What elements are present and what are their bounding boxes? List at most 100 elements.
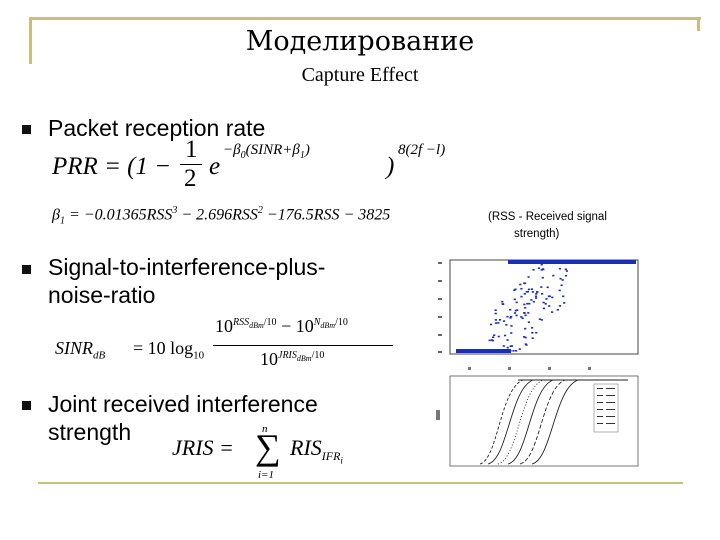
scatter-point bbox=[501, 300, 504, 303]
jris-term-sub: IFR bbox=[321, 449, 341, 464]
scatter-point bbox=[523, 282, 526, 284]
scatter-point bbox=[512, 350, 515, 352]
beta-lhs-sub: 1 bbox=[59, 215, 65, 227]
prr-exponent: −β0(SINR+β1) bbox=[223, 142, 310, 161]
jris-sum-bottom: i=1 bbox=[258, 469, 274, 481]
sinr-num-exp2-tail: /10 bbox=[335, 317, 348, 328]
scatter-point bbox=[527, 276, 530, 278]
scatter-point bbox=[544, 303, 547, 305]
scatter-point bbox=[520, 316, 523, 318]
sinr-num-exp1-tail: /10 bbox=[263, 317, 277, 328]
scatter-point bbox=[521, 317, 524, 320]
scatter-point bbox=[509, 317, 512, 319]
jris-sum-top: n bbox=[262, 423, 268, 435]
sinr-num-10b: − 10 bbox=[276, 316, 314, 336]
bullet-text-sinr-line1: Signal-to-interference-plus- bbox=[48, 254, 326, 280]
scatter-point bbox=[547, 295, 550, 298]
beta-term3: −176.5RSS − 3825 bbox=[262, 206, 391, 224]
frame-left-line bbox=[29, 17, 32, 64]
bullet-text-prr: Packet reception rate bbox=[48, 115, 266, 141]
scatter-point bbox=[523, 303, 526, 306]
scatter-point bbox=[501, 303, 504, 305]
bullet-square-icon bbox=[22, 265, 31, 274]
plot-legend bbox=[593, 383, 619, 433]
scatter-point bbox=[502, 320, 506, 322]
scatter-point bbox=[514, 309, 517, 312]
plot-axis-ticks bbox=[436, 367, 591, 420]
scatter-point bbox=[535, 331, 538, 334]
scatter-point bbox=[518, 348, 521, 350]
scatter-point bbox=[494, 309, 497, 311]
scatter-point bbox=[558, 289, 561, 292]
prr-outer-exponent: 8(2f −l) bbox=[398, 142, 446, 158]
sinr-eq: = 10 log bbox=[133, 338, 194, 358]
jris-lhs: JRIS = bbox=[172, 435, 234, 460]
bullet-text-sinr: Signal-to-interference-plus- noise-ratio bbox=[48, 253, 325, 309]
sinr-num-exp1-sub: dBm bbox=[249, 321, 264, 330]
sinr-lhs-sub: dB bbox=[93, 349, 106, 362]
scatter-point bbox=[563, 302, 566, 304]
scatter-point bbox=[527, 288, 531, 291]
bullet-text-sinr-line2: noise-ratio bbox=[48, 282, 156, 308]
sinr-den-exp-tail: /10 bbox=[311, 350, 325, 361]
jris-term-sub2: i bbox=[340, 455, 343, 466]
scatter-point bbox=[532, 300, 535, 303]
scatter-point bbox=[510, 315, 513, 318]
scatter-point bbox=[520, 295, 523, 298]
sinr-num-exp1: RSS bbox=[233, 317, 250, 328]
sinr-fraction-bar bbox=[213, 345, 393, 346]
scatter-point bbox=[558, 305, 562, 307]
scatter-point bbox=[523, 312, 526, 314]
scatter-point bbox=[551, 311, 554, 313]
scatter-point bbox=[514, 288, 517, 291]
scatter-point bbox=[535, 293, 538, 295]
bullet-text-jris: Joint received interference strength bbox=[48, 390, 318, 446]
scatter-point bbox=[535, 291, 539, 293]
scatter-point bbox=[509, 345, 512, 347]
scatter-point bbox=[560, 284, 563, 287]
scatter-point bbox=[531, 291, 534, 293]
prr-exp-b-sub: 1 bbox=[299, 150, 305, 161]
scatter-point bbox=[532, 269, 535, 271]
sinr-num-exp2-sub: dBm bbox=[320, 321, 336, 330]
prr-high-band bbox=[508, 260, 636, 264]
sinr-lhs: SINRdB bbox=[55, 338, 105, 362]
prr-scatter-plot bbox=[428, 248, 643, 360]
jris-term-text: RIS bbox=[290, 435, 322, 460]
scatter-point bbox=[515, 314, 518, 317]
scatter-point bbox=[535, 297, 538, 299]
scatter-point bbox=[534, 295, 538, 298]
sinr-numerator: 10RSSdBm/10 − 10NdBm/10 bbox=[215, 316, 348, 337]
frame-bottom-line bbox=[38, 482, 683, 484]
scatter-point bbox=[494, 319, 497, 321]
scatter-point bbox=[515, 350, 518, 352]
scatter-point bbox=[528, 302, 531, 305]
prr-exp-a-sub: 0 bbox=[240, 150, 246, 161]
frame-right-tick bbox=[697, 17, 700, 31]
sinr-den-exp: JRIS bbox=[278, 350, 297, 361]
bullet-square-icon bbox=[22, 401, 31, 410]
prr-curves bbox=[479, 379, 628, 465]
scatter-point bbox=[542, 307, 546, 310]
scatter-point bbox=[525, 344, 528, 346]
scatter-point bbox=[504, 334, 507, 337]
scatter-point bbox=[524, 307, 527, 309]
scatter-point bbox=[516, 309, 519, 311]
scatter-point bbox=[564, 274, 568, 277]
scatter-point bbox=[559, 277, 562, 280]
scatter-point bbox=[562, 295, 565, 298]
slide-subtitle: Capture Effect bbox=[301, 64, 419, 86]
scatter-point bbox=[520, 287, 523, 290]
bullet-text-jris-line1: Joint received interference bbox=[48, 391, 318, 417]
scatter-point bbox=[542, 301, 545, 304]
bullet-text-jris-line2: strength bbox=[48, 419, 132, 445]
prr-close: ) bbox=[386, 153, 395, 180]
scatter-point bbox=[513, 289, 516, 291]
scatter-point bbox=[551, 296, 554, 299]
sinr-num-10a: 10 bbox=[215, 316, 233, 336]
scatter-point bbox=[556, 309, 559, 311]
sinr-lhs-text: SINR bbox=[55, 338, 93, 358]
scatter-point bbox=[509, 308, 512, 311]
scatter-point bbox=[530, 299, 533, 301]
scatter-point bbox=[506, 315, 509, 318]
